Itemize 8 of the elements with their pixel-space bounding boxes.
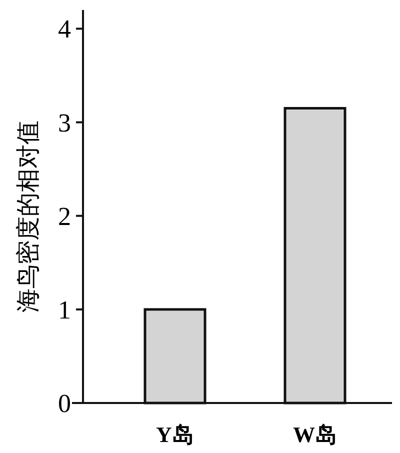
y-tick-label: 0 [58,389,71,418]
x-tick-label: Y岛 [156,422,194,447]
y-axis-title: 海鸟密度的相对值 [15,120,42,312]
y-tick-label: 2 [58,202,71,231]
y-tick-label: 3 [58,108,71,138]
y-tick-label: 4 [58,14,71,44]
y-tick-label: 1 [58,295,71,324]
x-tick-label: W岛 [293,422,337,447]
